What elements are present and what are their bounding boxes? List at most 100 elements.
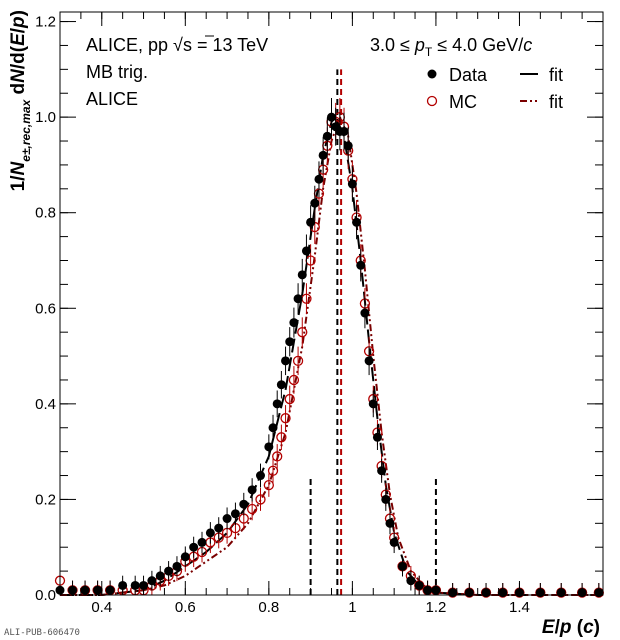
data-point (364, 356, 374, 366)
data-point (448, 588, 458, 598)
x-tick-label: 0.8 (258, 599, 279, 616)
data-point (372, 432, 382, 442)
mc-point (280, 413, 291, 424)
y-axis-title: 1/Ne±,rec,max dN/d(E/p) (8, 10, 33, 191)
data-point (301, 246, 311, 256)
mc-point (263, 479, 274, 491)
data-point (368, 399, 378, 409)
y-tick-label: 1.0 (35, 109, 56, 126)
data-point (139, 580, 149, 590)
data-point (239, 499, 249, 509)
x-axis-ticks: 0.4 0.6 0.8 1 1.2 1.4 (59, 12, 583, 616)
legend-label-data: Data (449, 65, 488, 85)
data-point (339, 126, 349, 136)
legend-marker-mc (426, 95, 438, 107)
mc-point (272, 451, 283, 462)
data-point (310, 198, 320, 208)
data-point (172, 561, 182, 571)
data-point (398, 561, 408, 571)
mc-point (288, 374, 300, 386)
data-point (205, 528, 215, 538)
mc-point (255, 494, 266, 505)
mc-point (246, 503, 258, 515)
data-point (406, 576, 416, 586)
data-point (347, 179, 357, 189)
data-point (314, 174, 324, 184)
data-point (377, 466, 387, 476)
legend-label-mc-fit: fit (549, 92, 563, 112)
legend-marker-data (427, 69, 437, 79)
data-point (272, 399, 282, 409)
x-axis-title: E/p (c) (542, 617, 600, 638)
mc-point (284, 393, 295, 405)
y-tick-label: 0.0 (35, 587, 56, 604)
legend: Data fit MC fit (426, 65, 563, 112)
data-point (155, 571, 165, 581)
data-point (318, 150, 328, 160)
data-point (414, 580, 424, 590)
data-point (389, 537, 399, 547)
data-series (55, 98, 604, 598)
data-point (306, 217, 316, 227)
data-point (423, 585, 433, 595)
x-tick-label: 1.2 (425, 599, 446, 616)
mc-point (297, 327, 308, 338)
data-point (293, 294, 303, 304)
data-point (247, 485, 257, 495)
data-point (464, 588, 474, 598)
data-point (594, 588, 604, 598)
x-tick-label: 1 (348, 599, 356, 616)
annotation-experiment: ALICE, pp √s = 13 TeV (86, 35, 268, 55)
data-point (327, 112, 336, 122)
data-point (264, 442, 274, 452)
data-point (276, 380, 286, 390)
data-point (180, 552, 190, 562)
data-point (105, 585, 115, 595)
data-point (197, 537, 207, 547)
x-tick-label: 0.6 (175, 599, 196, 616)
mc-point (267, 465, 279, 476)
data-point (297, 270, 307, 280)
data-point (68, 585, 78, 595)
data-point (189, 542, 199, 552)
data-point (230, 509, 240, 519)
data-point (343, 141, 353, 151)
x-tick-label: 1.4 (509, 599, 530, 616)
y-tick-label: 0.2 (35, 491, 56, 508)
data-point (93, 585, 103, 595)
data-point (381, 494, 391, 504)
data-point (498, 588, 508, 598)
annotation-collaboration: ALICE (86, 89, 138, 109)
x-tick-label: 0.4 (91, 599, 112, 616)
y-tick-label: 1.2 (35, 14, 56, 31)
data-point (118, 580, 128, 590)
mc-fit-curve (60, 114, 603, 596)
data-point (285, 337, 295, 347)
mc-point (276, 432, 287, 443)
vertical-reference-lines (309, 69, 437, 595)
data-point (360, 308, 370, 318)
y-axis-ticks: 0.0 0.2 0.4 0.6 0.8 1.0 1.2 (35, 14, 603, 604)
data-point (130, 580, 140, 590)
data-point (214, 523, 224, 533)
y-tick-label: 0.6 (35, 300, 56, 317)
annotation-trigger: MB trig. (86, 62, 148, 82)
legend-label-data-fit: fit (549, 65, 563, 85)
data-point (80, 585, 90, 595)
data-point (255, 471, 265, 481)
data-point (281, 356, 291, 366)
data-point (385, 518, 395, 528)
mc-point (292, 355, 304, 366)
data-point (147, 576, 157, 586)
data-point (356, 260, 366, 270)
data-point (322, 131, 332, 141)
data-point (268, 423, 278, 433)
data-point (352, 217, 362, 227)
y-tick-label: 0.8 (35, 205, 56, 222)
publication-id: ALI-PUB-606470 (4, 628, 80, 638)
data-point (222, 514, 232, 524)
data-point (164, 566, 174, 576)
y-tick-label: 0.4 (35, 396, 56, 413)
annotation-pt-range: 3.0 ≤ pT ≤ 4.0 GeV/c (370, 35, 532, 59)
